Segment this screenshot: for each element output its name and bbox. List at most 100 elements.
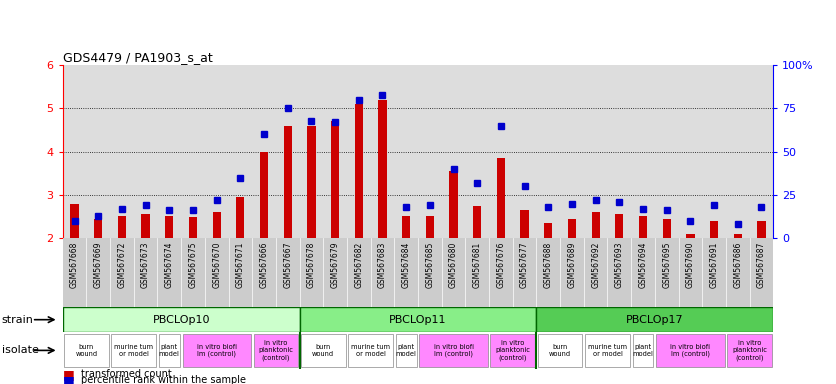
Bar [63,238,86,307]
Bar [347,238,370,307]
Text: GSM567667: GSM567667 [283,242,293,288]
Bar [370,238,395,307]
Bar [512,65,537,238]
Bar [656,334,725,367]
Bar [679,65,702,238]
Bar [110,65,134,238]
Bar [299,238,324,307]
Bar [560,238,584,307]
Text: plant
model: plant model [633,344,654,357]
Bar [395,238,418,307]
Bar [750,238,773,307]
Bar [757,221,766,238]
Bar [537,307,773,332]
Bar [655,238,679,307]
Bar [402,217,410,238]
Bar [182,334,251,367]
Text: PBCLOp11: PBCLOp11 [390,314,446,325]
Text: GSM567687: GSM567687 [757,242,766,288]
Text: GSM567674: GSM567674 [165,242,174,288]
Bar [537,65,560,238]
Bar [157,65,181,238]
Bar [157,238,181,307]
Bar [299,307,537,332]
Bar [726,238,750,307]
Bar [86,65,110,238]
Text: GSM567679: GSM567679 [330,242,339,288]
Text: strain: strain [2,314,33,325]
Bar [631,238,655,307]
Bar [86,238,110,307]
Bar [159,334,180,367]
Bar [663,218,670,238]
Bar [489,65,512,238]
Bar [354,104,363,238]
Bar [560,65,584,238]
Bar [655,65,679,238]
Bar [585,334,630,367]
Bar [283,126,292,238]
Bar [420,334,487,367]
Bar [521,210,528,238]
Text: GSM567692: GSM567692 [591,242,600,288]
Bar [212,212,221,238]
Text: GSM567695: GSM567695 [662,242,671,288]
Bar [276,238,299,307]
Bar [237,197,244,238]
Bar [679,238,702,307]
Bar [181,65,205,238]
Bar [228,238,252,307]
Bar [418,238,441,307]
Text: GSM567680: GSM567680 [449,242,458,288]
Bar [252,65,276,238]
Bar [347,65,370,238]
Bar [584,65,608,238]
Bar [205,238,228,307]
Bar [324,238,347,307]
Text: GSM567669: GSM567669 [94,242,103,288]
Bar [466,238,489,307]
Bar [141,214,150,238]
Text: PBCLOp17: PBCLOp17 [626,314,684,325]
Bar [324,65,347,238]
Bar [252,238,276,307]
Bar [608,238,631,307]
Bar [189,217,197,238]
Bar [568,218,576,238]
Text: GSM567686: GSM567686 [733,242,742,288]
Bar [631,65,655,238]
Bar [426,217,434,238]
Text: isolate: isolate [2,345,38,356]
Bar [489,238,512,307]
Text: GSM567678: GSM567678 [307,242,316,288]
Bar [134,65,157,238]
Bar [395,65,418,238]
Bar [544,223,553,238]
Text: GSM567682: GSM567682 [354,242,364,288]
Bar [538,334,583,367]
Bar [276,65,299,238]
Text: GSM567673: GSM567673 [141,242,150,288]
Bar [512,238,537,307]
Text: GSM567691: GSM567691 [710,242,719,288]
Bar [228,65,252,238]
Bar [473,206,482,238]
Text: GSM567689: GSM567689 [568,242,577,288]
Text: burn
wound: burn wound [75,344,98,357]
Bar [592,212,599,238]
Text: murine tum
or model: murine tum or model [588,344,627,357]
Bar [63,65,86,238]
Text: burn
wound: burn wound [549,344,571,357]
Bar [639,217,647,238]
Text: GSM567684: GSM567684 [401,242,410,288]
Bar [253,334,298,367]
Text: PBCLOp10: PBCLOp10 [152,314,210,325]
Bar [686,234,695,238]
Text: in vitro
planktonic
(control): in vitro planktonic (control) [732,340,767,361]
Bar [308,126,315,238]
Bar [395,334,416,367]
Text: GSM567671: GSM567671 [236,242,245,288]
Text: murine tum
or model: murine tum or model [351,344,390,357]
Bar [205,65,228,238]
Bar [260,152,268,238]
